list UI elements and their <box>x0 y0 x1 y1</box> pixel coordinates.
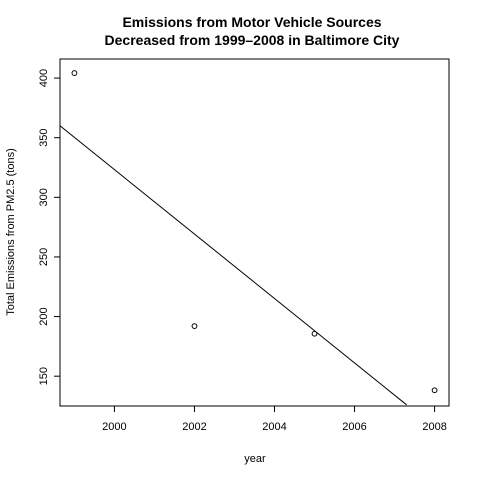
data-point-2 <box>311 330 318 337</box>
x-axis-label: year <box>244 453 266 465</box>
y-tick-label-5: 400 <box>38 69 50 87</box>
chart-title-line-1: Emissions from Motor Vehicle Sources <box>122 14 381 30</box>
x-tick-label-3: 2006 <box>342 421 366 433</box>
data-point-3 <box>431 387 438 394</box>
x-tick-label-2: 2004 <box>262 421 286 433</box>
x-tick-label-4: 2008 <box>422 421 446 433</box>
y-tick-label-0: 150 <box>38 367 50 385</box>
y-tick-label-1: 200 <box>38 307 50 325</box>
y-axis: 150 200 250 300 350 400 <box>38 69 60 385</box>
data-point-1 <box>191 323 198 330</box>
y-tick-label-2: 250 <box>38 248 50 266</box>
y-axis-label: Total Emissions from PM2.5 (tons) <box>5 148 17 316</box>
regression-line <box>59 125 407 406</box>
y-tick-label-3: 300 <box>38 188 50 206</box>
x-axis: 2000 2002 2004 2006 2008 <box>102 406 447 433</box>
plot-area <box>59 58 450 407</box>
x-tick-label-0: 2000 <box>102 421 126 433</box>
y-tick-label-4: 350 <box>38 129 50 147</box>
chart-title-line-2: Decreased from 1999–2008 in Baltimore Ci… <box>105 32 400 48</box>
data-point-0 <box>71 70 78 76</box>
x-tick-label-1: 2002 <box>182 421 206 433</box>
